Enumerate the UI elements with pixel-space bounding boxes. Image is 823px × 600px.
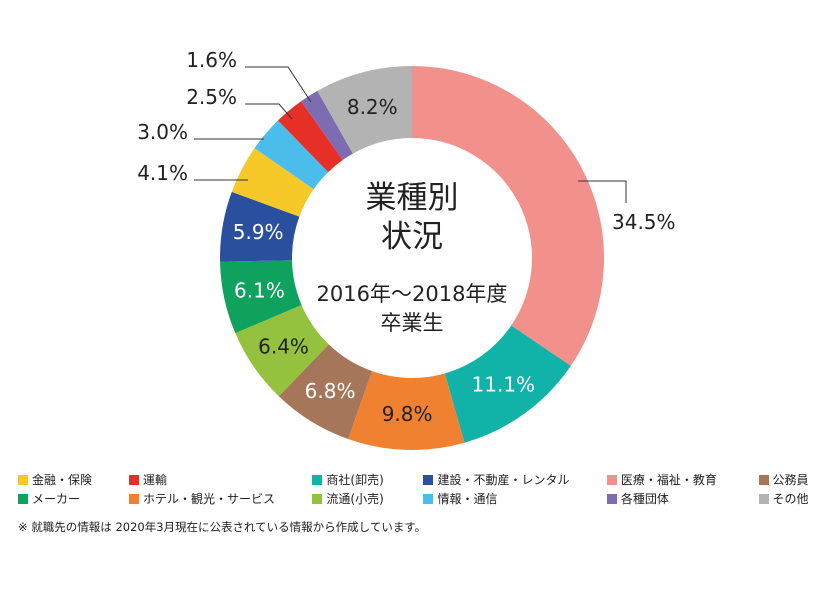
legend-item: 流通(小売) [312, 489, 423, 508]
pie-slice [278, 344, 373, 440]
legend-item: 医療・福祉・教育 [606, 470, 759, 489]
data-label: 2.5% [186, 85, 237, 109]
pie-slice [254, 120, 329, 190]
pie-slice [317, 66, 412, 154]
data-label: 5.9% [233, 220, 284, 244]
pie-slice [412, 66, 605, 366]
legend-label: 情報・通信 [437, 492, 498, 506]
legend-item: 情報・通信 [423, 489, 606, 508]
pie-slice [277, 101, 343, 173]
legend-label: 流通(小売) [326, 492, 384, 506]
legend-item: 建設・不動産・レンタル [423, 470, 606, 489]
data-label: 34.5% [612, 210, 676, 234]
legend-swatch [18, 493, 28, 504]
leader-line [245, 66, 312, 103]
center-title: 状況 [381, 219, 443, 255]
legend-label: その他 [772, 492, 809, 506]
legend-item: 運輸 [129, 470, 312, 489]
legend-label: 運輸 [143, 473, 168, 487]
data-label: 9.8% [382, 402, 433, 426]
data-label: 8.2% [347, 95, 398, 119]
legend-item: 公務員 [758, 470, 818, 489]
legend-item: メーカー [18, 489, 129, 508]
legend-item: その他 [758, 489, 818, 508]
pie-slice [235, 304, 329, 397]
legend-row: 金融・保険 運輸 商社(卸売) 建設・不動産・レンタル 医療・福祉・教育 公務員 [18, 470, 818, 489]
legend-swatch [606, 474, 617, 485]
pie-slice [444, 325, 571, 443]
pie-slice [231, 148, 314, 217]
legend-label: 公務員 [772, 473, 809, 487]
legend-swatch [423, 493, 434, 504]
legend-swatch [129, 493, 140, 504]
center-title: 業種別 [366, 180, 459, 216]
legend-label: 金融・保険 [32, 473, 93, 487]
legend-swatch [758, 493, 769, 504]
data-label: 11.1% [472, 372, 536, 396]
legend-swatch [18, 474, 28, 485]
pie-slice [220, 260, 302, 334]
data-label: 6.1% [234, 279, 285, 303]
footnote: ※ 就職先の情報は 2020年3月現在に公表されている情報から作成しています。 [18, 520, 427, 534]
legend-item: 金融・保険 [18, 470, 129, 489]
legend-label: ホテル・観光・サービス [143, 492, 276, 506]
legend-swatch [312, 474, 323, 485]
legend-label: 医療・福祉・教育 [620, 473, 717, 487]
pie-slice [219, 191, 300, 262]
legend-label: 建設・不動産・レンタル [437, 473, 570, 487]
legend-swatch [129, 474, 140, 485]
pie-slice [348, 371, 465, 450]
data-label: 4.1% [137, 161, 188, 185]
donut-chart: 34.5% 11.1% 9.8% 6.8% 6.4% 6.1% 5.9% 4.1% 3.0% 2.… [137, 48, 676, 450]
data-label: 6.8% [305, 379, 356, 403]
legend: 金融・保険 運輸 商社(卸売) 建設・不動産・レンタル 医療・福祉・教育 公務員 メーカー… [18, 470, 818, 508]
data-label: 6.4% [258, 334, 309, 358]
legend-swatch [423, 474, 434, 485]
legend-label: 各種団体 [620, 492, 669, 506]
center-subtitle: 卒業生 [381, 311, 444, 335]
legend-label: 商社(卸売) [326, 473, 384, 487]
legend-item: ホテル・観光・サービス [129, 489, 312, 508]
data-label: 3.0% [137, 120, 188, 144]
legend-row: メーカー ホテル・観光・サービス 流通(小売) 情報・通信 各種団体 その他 [18, 489, 818, 508]
legend-swatch [758, 474, 769, 485]
leader-line [245, 103, 293, 120]
center-subtitle: 2016年～2018年度 [317, 282, 508, 306]
legend-swatch [312, 493, 323, 504]
legend-item: 各種団体 [606, 489, 759, 508]
legend-item: 商社(卸売) [312, 470, 423, 489]
legend-swatch [606, 493, 617, 504]
leader-line [578, 180, 627, 203]
data-label: 1.6% [186, 48, 237, 72]
pie-slice [301, 90, 353, 161]
legend-label: メーカー [32, 492, 81, 506]
